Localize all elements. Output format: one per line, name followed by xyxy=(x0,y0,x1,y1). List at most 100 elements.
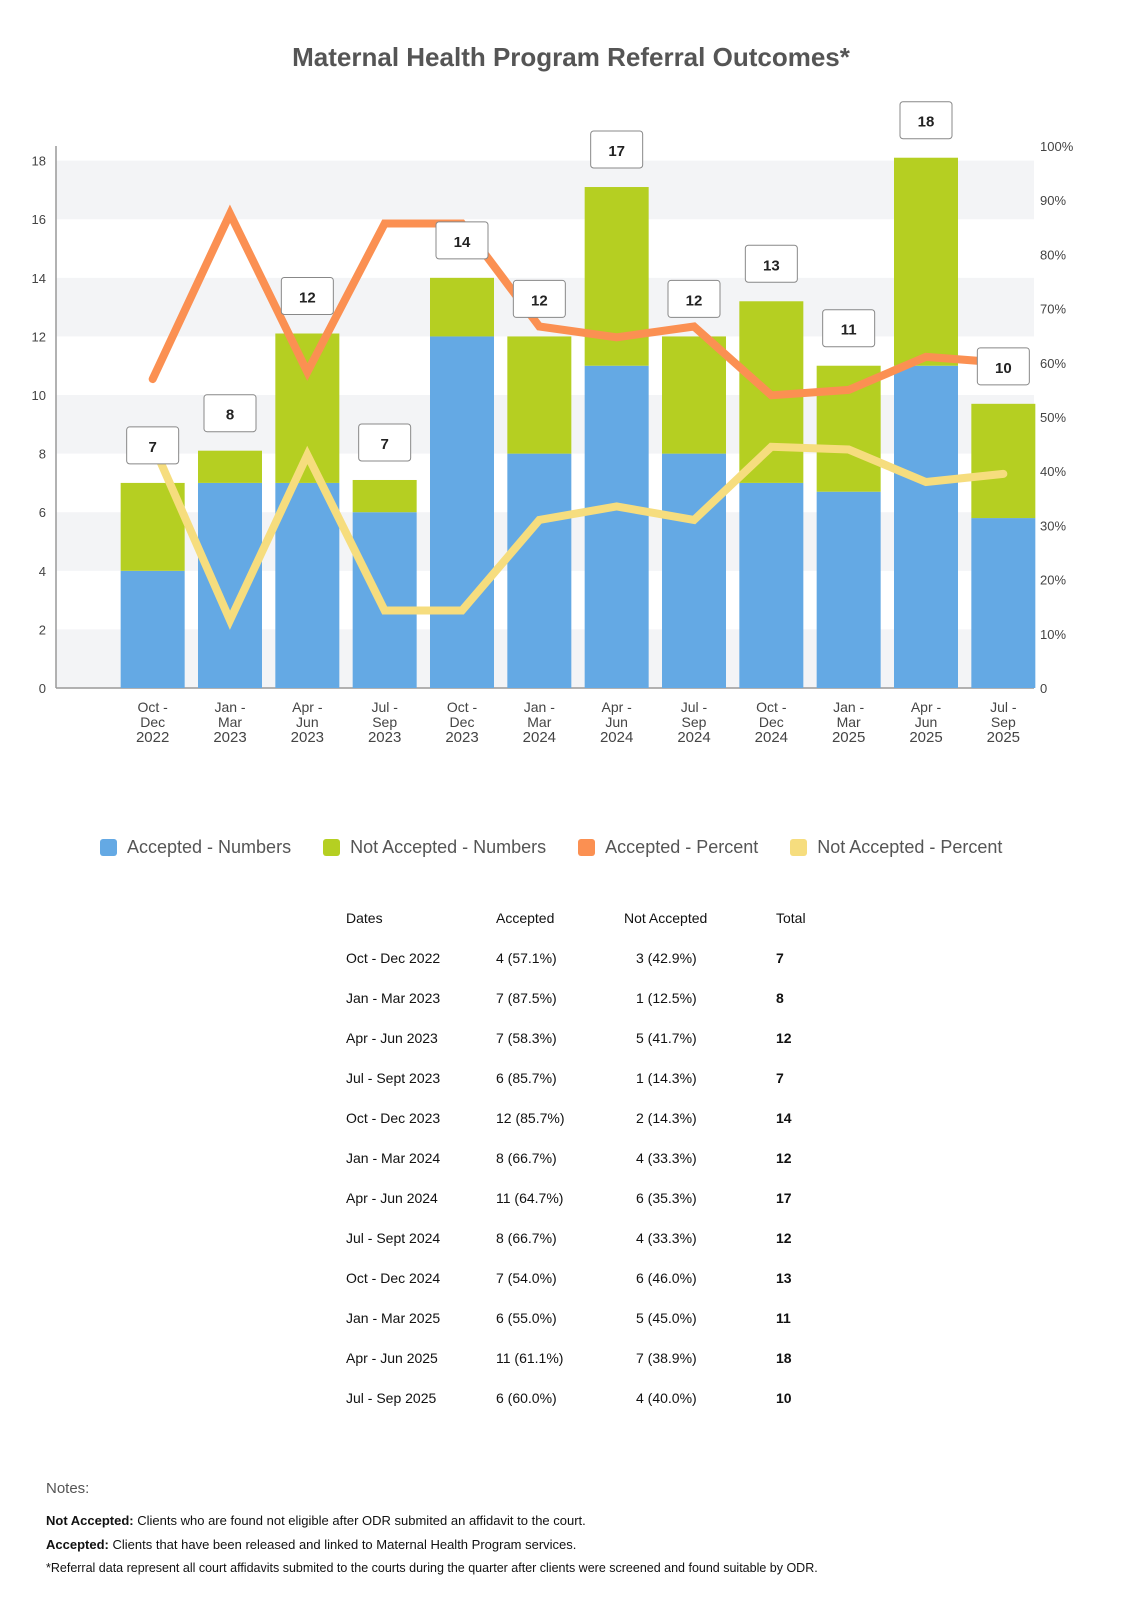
legend-item[interactable]: Accepted - Numbers xyxy=(100,837,291,858)
y-tick-label-left: 8 xyxy=(39,447,46,462)
y-tick-label-left: 14 xyxy=(32,271,46,286)
table-cell: 7 xyxy=(776,950,784,966)
bar-accepted xyxy=(198,482,262,688)
legend-label: Accepted - Numbers xyxy=(127,837,292,857)
x-tick-label: Jul - xyxy=(990,699,1017,715)
table-row: Jan - Mar 2025 6 (55.0%) 5 (45.0%) 11 xyxy=(346,1310,836,1350)
legend-item[interactable]: Not Accepted - Numbers xyxy=(323,837,546,858)
table-cell: 1 (14.3%) xyxy=(636,1070,697,1086)
table-cell: 4 (40.0%) xyxy=(636,1390,697,1406)
table-cell: 4 (33.3%) xyxy=(636,1150,697,1166)
note-not-accepted: Not Accepted: Clients who are found not … xyxy=(46,1513,818,1528)
notes-title: Notes: xyxy=(46,1480,90,1497)
bar-accepted xyxy=(430,336,494,688)
legend-item[interactable]: Not Accepted - Percent xyxy=(790,837,1002,858)
column-header: Accepted xyxy=(496,910,555,926)
table-cell: 6 (85.7%) xyxy=(496,1070,557,1086)
table-row: Jul - Sept 2024 8 (66.7%) 4 (33.3%) 12 xyxy=(346,1230,836,1270)
table-cell: 7 xyxy=(776,1070,784,1086)
bar-not-accepted xyxy=(198,450,262,483)
table-cell: 4 (57.1%) xyxy=(496,950,557,966)
combo-chart: 0 2 4 6 8 10 12 14 16 18 0 10% 20% 30% 40% 50% 60% 70% 80%… xyxy=(32,101,1074,746)
total-label-box xyxy=(899,101,953,140)
table-cell: Jul - Sept 2023 xyxy=(346,1070,441,1086)
x-tick-label: 2024 xyxy=(600,729,633,746)
table-cell: 14 xyxy=(776,1110,792,1126)
grid-band xyxy=(56,160,1034,220)
total-label: 12 xyxy=(686,292,703,309)
total-label-box xyxy=(590,130,644,169)
table-cell: Apr - Jun 2025 xyxy=(346,1350,438,1366)
table-cell: 8 (66.7%) xyxy=(496,1230,557,1246)
total-label-box xyxy=(976,347,1030,386)
total-label-box xyxy=(822,309,876,348)
line-accepted-percent xyxy=(148,204,1008,400)
legend-swatch-accepted-numbers xyxy=(100,839,117,856)
table-cell: Jan - Mar 2024 xyxy=(346,1150,441,1166)
x-tick-label: 2023 xyxy=(368,729,401,746)
table-cell: 12 (85.7%) xyxy=(496,1110,565,1126)
x-tick-label: Apr - xyxy=(292,699,323,715)
chart-title: Maternal Health Program Referral Outcome… xyxy=(292,42,850,72)
bar-accepted xyxy=(275,482,340,688)
x-tick-label: Jan - xyxy=(524,699,555,715)
bar-accepted xyxy=(507,453,572,688)
y-tick-label-right: 90% xyxy=(1040,193,1066,208)
bar-accepted xyxy=(894,365,958,688)
table-cell: 7 (58.3%) xyxy=(496,1030,557,1046)
x-tick-label: Sep xyxy=(991,714,1016,730)
legend-item[interactable]: Accepted - Percent xyxy=(578,837,758,858)
chart-legend: Accepted - Numbers Not Accepted - Number… xyxy=(100,837,1002,858)
note-text: Clients that have been released and link… xyxy=(112,1537,577,1552)
table-cell: 11 (64.7%) xyxy=(496,1190,564,1206)
table-cell: Jan - Mar 2023 xyxy=(346,990,441,1006)
y-tick-label-right: 10% xyxy=(1040,627,1066,642)
y-tick-label-right: 100% xyxy=(1040,139,1074,154)
bar-not-accepted xyxy=(430,277,494,337)
total-label: 18 xyxy=(918,114,935,131)
y-tick-label-right: 80% xyxy=(1040,247,1066,262)
table-cell: Oct - Dec 2022 xyxy=(346,950,441,966)
table-cell: 7 (38.9%) xyxy=(636,1350,697,1366)
y-tick-label-right: 30% xyxy=(1040,518,1066,533)
x-tick-label: Jan - xyxy=(833,699,864,715)
bar-not-accepted xyxy=(662,336,726,454)
total-label: 13 xyxy=(763,257,780,274)
x-tick-label: 2023 xyxy=(213,729,246,746)
column-header: Not Accepted xyxy=(624,910,708,926)
legend-label: Accepted - Percent xyxy=(605,837,759,857)
table-cell: 13 xyxy=(776,1270,792,1286)
table-cell: Jan - Mar 2025 xyxy=(346,1310,441,1326)
x-tick-label: Jun xyxy=(605,714,628,730)
x-tick-label: Oct - xyxy=(756,699,787,715)
table-row: Oct - Dec 2023 12 (85.7%) 2 (14.3%) 14 xyxy=(346,1110,836,1150)
total-label: 11 xyxy=(841,322,857,339)
total-label: 7 xyxy=(148,439,156,456)
y-tick-label-right: 40% xyxy=(1040,464,1066,479)
y-tick-label-left: 10 xyxy=(32,388,46,403)
table-cell: Apr - Jun 2024 xyxy=(346,1190,438,1206)
x-tick-label: Oct - xyxy=(447,699,478,715)
y-tick-label-right: 60% xyxy=(1040,356,1066,371)
table-cell: Jul - Sep 2025 xyxy=(346,1390,437,1406)
x-tick-label: Dec xyxy=(450,714,475,730)
total-label: 14 xyxy=(454,234,471,251)
bar-accepted xyxy=(816,491,881,688)
x-tick-label: 2024 xyxy=(755,729,788,746)
x-tick-label: Mar xyxy=(218,714,242,730)
table-row: Oct - Dec 2024 7 (54.0%) 6 (46.0%) 13 xyxy=(346,1270,836,1310)
table-cell: 8 xyxy=(776,990,784,1006)
y-tick-label-left: 12 xyxy=(32,329,46,344)
x-tick-label: Oct - xyxy=(137,699,168,715)
table-row: Jan - Mar 2024 8 (66.7%) 4 (33.3%) 12 xyxy=(346,1150,836,1190)
table-cell: 12 xyxy=(776,1030,792,1046)
table-cell: 11 (61.1%) xyxy=(496,1350,564,1366)
x-tick-label: Dec xyxy=(759,714,784,730)
referral-table: Dates Accepted Not Accepted Total Oct - … xyxy=(346,910,836,1430)
table-cell: Jul - Sept 2024 xyxy=(346,1230,441,1246)
y-tick-label-left: 18 xyxy=(32,154,46,169)
y-tick-label-left: 2 xyxy=(39,622,46,637)
x-tick-label: 2024 xyxy=(523,729,556,746)
table-cell: 18 xyxy=(776,1350,792,1366)
table-cell: 5 (45.0%) xyxy=(636,1310,697,1326)
